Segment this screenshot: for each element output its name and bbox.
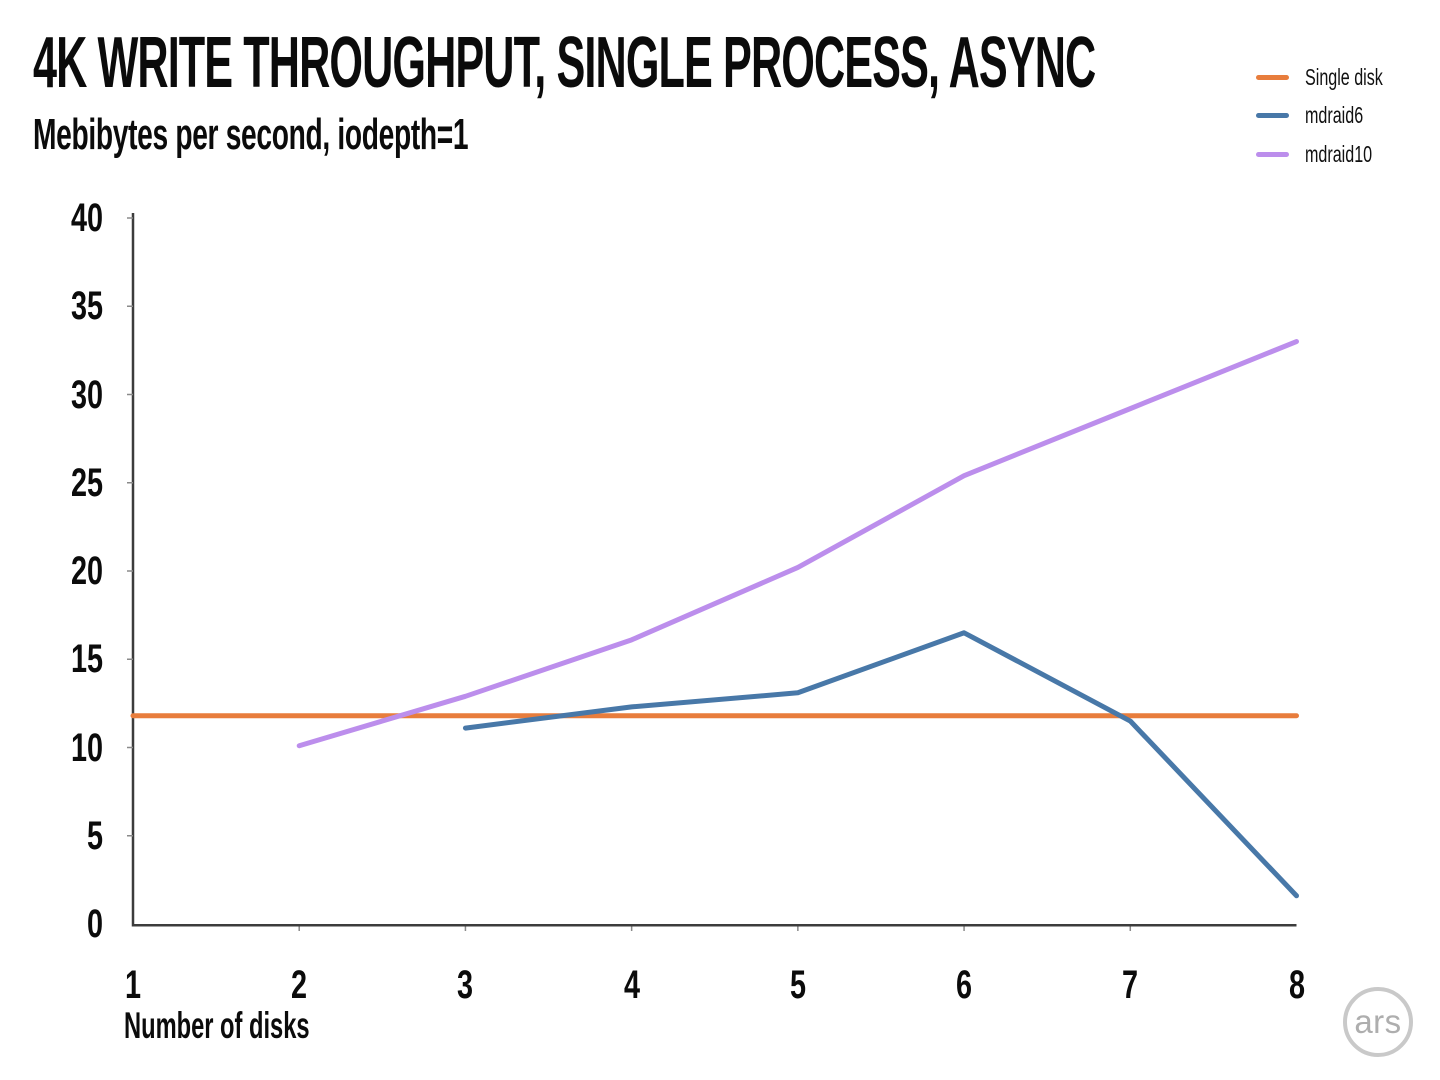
y-tick-label: 0 <box>86 902 103 946</box>
y-tick-label: 15 <box>70 637 103 682</box>
axes <box>131 213 1297 927</box>
chart-title-text: 4K WRITE THROUGHPUT, SINGLE PROCESS, ASY… <box>33 23 1096 103</box>
x-tick-label: 6 <box>956 963 973 1007</box>
legend-label-mdraid6: mdraid6 <box>1305 102 1364 129</box>
legend-item-single-disk: Single disk <box>1256 58 1440 97</box>
y-tick-label: 35 <box>70 284 103 329</box>
legend-swatch-mdraid10 <box>1256 151 1289 157</box>
y-tick-label: 30 <box>70 372 103 417</box>
chart-subtitle-text: Mebibytes per second, iodepth=1 <box>33 110 469 159</box>
ars-logo-text: ars <box>1354 1003 1402 1040</box>
y-tick-label: 40 <box>70 196 103 240</box>
x-tick-label: 7 <box>1122 963 1139 1007</box>
ars-technica-logo: ars <box>1343 987 1413 1057</box>
x-tick-label: 5 <box>789 963 806 1007</box>
y-tick-label: 20 <box>70 549 103 593</box>
legend-swatch-mdraid6 <box>1256 113 1289 119</box>
y-tick-label: 25 <box>70 460 103 505</box>
x-tick-label: 2 <box>291 963 308 1007</box>
x-tick-label: 3 <box>457 963 474 1007</box>
series-mdraid6 <box>462 630 1299 899</box>
legend-label-single-disk: Single disk <box>1305 63 1383 90</box>
y-tick-label: 5 <box>86 813 103 858</box>
x-axis-title-text: Number of disks <box>124 1005 310 1046</box>
x-tick-label: 1 <box>124 963 142 1007</box>
y-tick-label: 10 <box>70 725 103 770</box>
chart-title: 4K WRITE THROUGHPUT, SINGLE PROCESS, ASY… <box>33 23 1440 103</box>
legend-swatch-single-disk <box>1256 74 1289 80</box>
legend-item-mdraid6: mdraid6 <box>1256 97 1440 136</box>
legend-label-mdraid10: mdraid10 <box>1305 140 1373 167</box>
legend-item-mdraid10: mdraid10 <box>1256 135 1440 174</box>
chart-subtitle: Mebibytes per second, iodepth=1 <box>33 110 713 160</box>
x-tick-label: 8 <box>1288 963 1305 1007</box>
legend: Single disk mdraid6 mdraid10 <box>1256 58 1440 174</box>
x-axis-title: Number of disks <box>124 1005 414 1047</box>
x-tick-label: 4 <box>623 963 640 1007</box>
series-mdraid10 <box>296 339 1299 749</box>
